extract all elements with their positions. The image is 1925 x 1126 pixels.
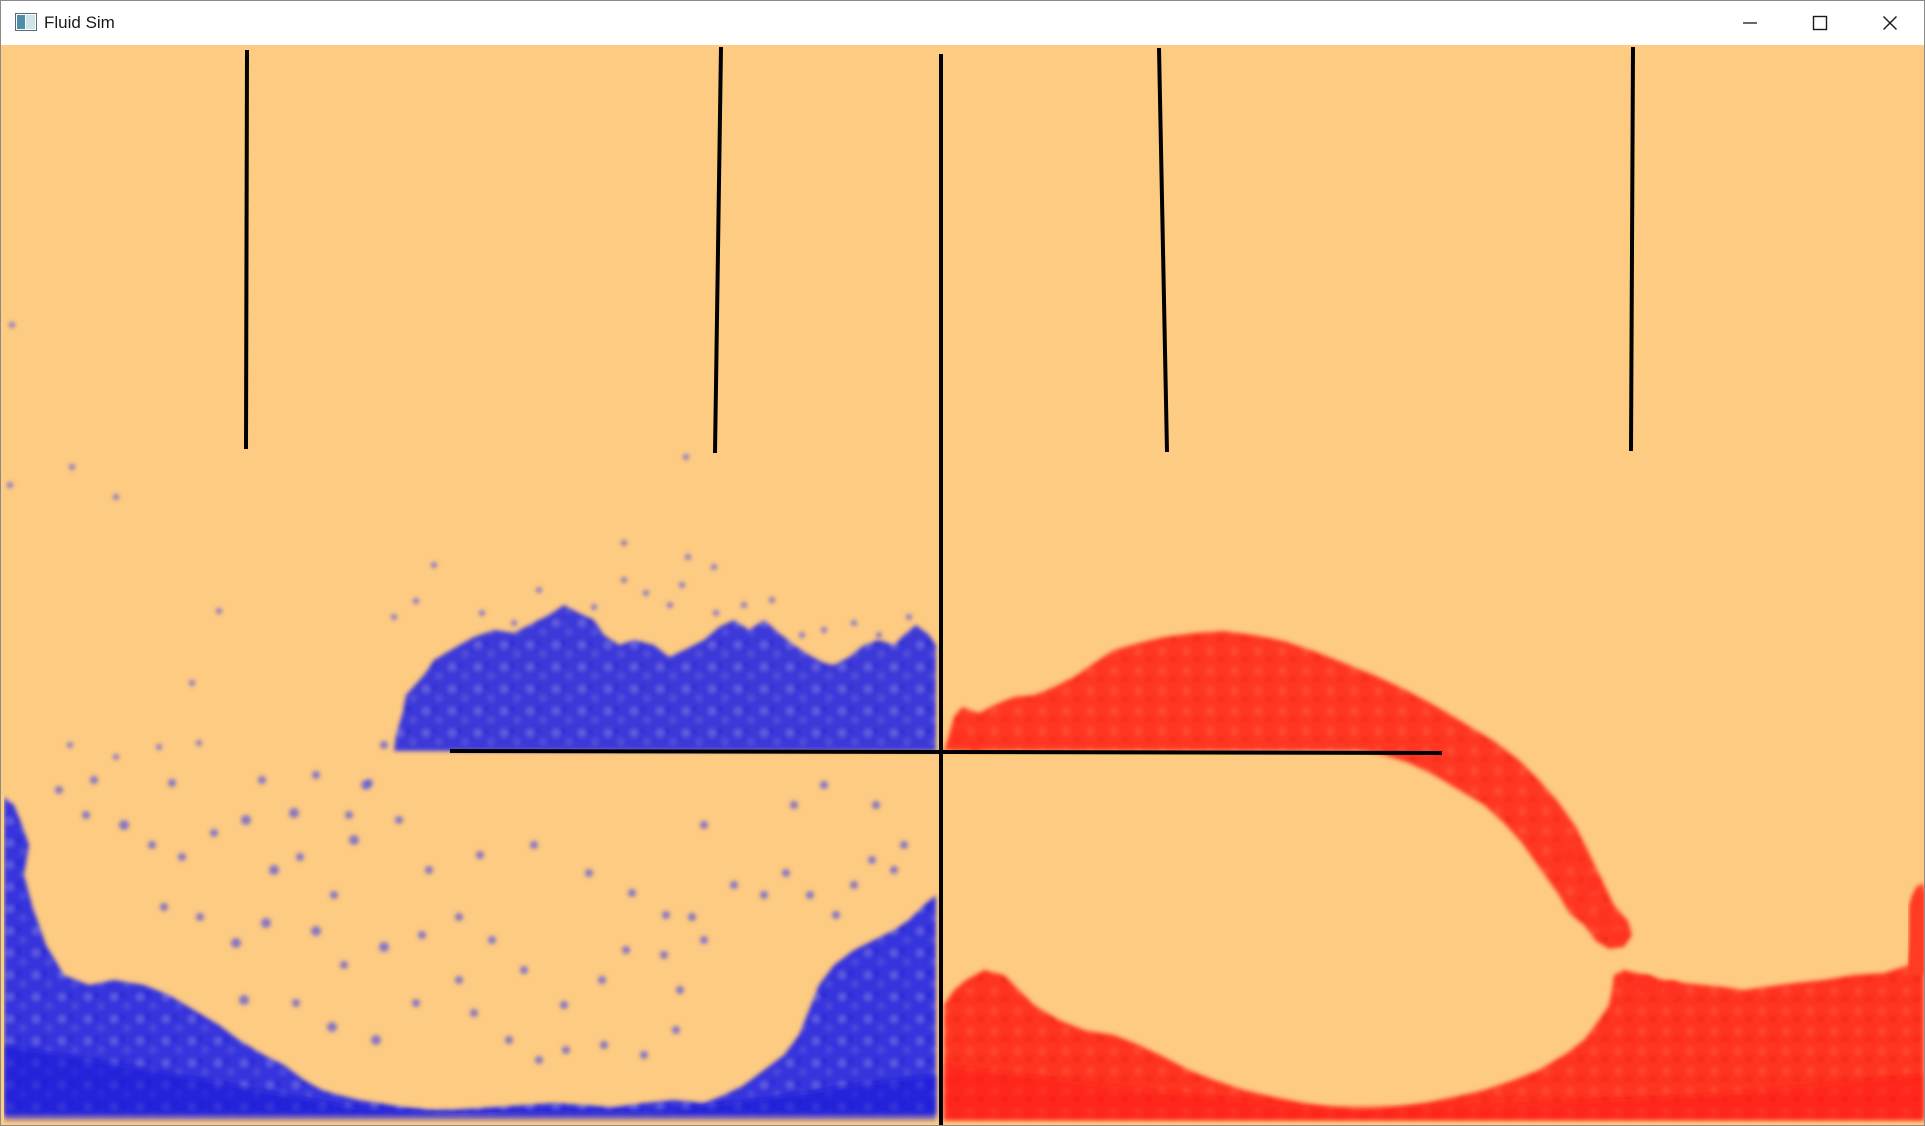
sim-walls [244, 46, 1635, 1125]
blue-fluid-core [4, 1045, 936, 1120]
maximize-button[interactable] [1785, 1, 1855, 45]
blue-fluid-upper [394, 605, 936, 751]
red-fluid-right-wall-splash [1909, 883, 1924, 975]
simulation-canvas[interactable] [4, 45, 1924, 1125]
close-button[interactable] [1855, 1, 1925, 45]
wall-vertical-5 [1629, 46, 1635, 452]
blue-droplets [7, 322, 912, 1064]
maximize-icon [1812, 15, 1828, 31]
minimize-icon [1743, 22, 1757, 24]
window-title: Fluid Sim [44, 13, 115, 32]
close-icon [1883, 16, 1897, 30]
red-fluid-upper [944, 631, 1632, 949]
wall-vertical-4 [1157, 47, 1169, 453]
wall-vertical-2 [713, 46, 723, 454]
app-window-icon [15, 13, 37, 31]
title-bar[interactable]: Fluid Sim [1, 1, 1924, 45]
red-fluid-core [944, 1065, 1924, 1120]
wall-horizontal-shelf [449, 749, 1443, 755]
sim-background [4, 45, 1924, 1125]
minimize-button[interactable] [1715, 1, 1785, 45]
red-droplets [956, 729, 1681, 999]
red-fluid-lower [944, 890, 1924, 1120]
wall-vertical-1 [244, 49, 249, 450]
